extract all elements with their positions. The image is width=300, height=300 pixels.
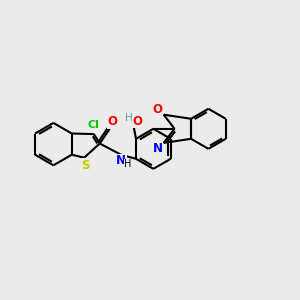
Text: H: H (124, 159, 131, 170)
Text: O: O (107, 115, 117, 128)
Text: S: S (81, 158, 89, 172)
Text: O: O (153, 103, 163, 116)
Text: O: O (132, 115, 142, 128)
Text: N: N (153, 142, 163, 155)
Text: N: N (116, 154, 126, 167)
Text: H: H (125, 113, 133, 123)
Text: Cl: Cl (87, 120, 99, 130)
